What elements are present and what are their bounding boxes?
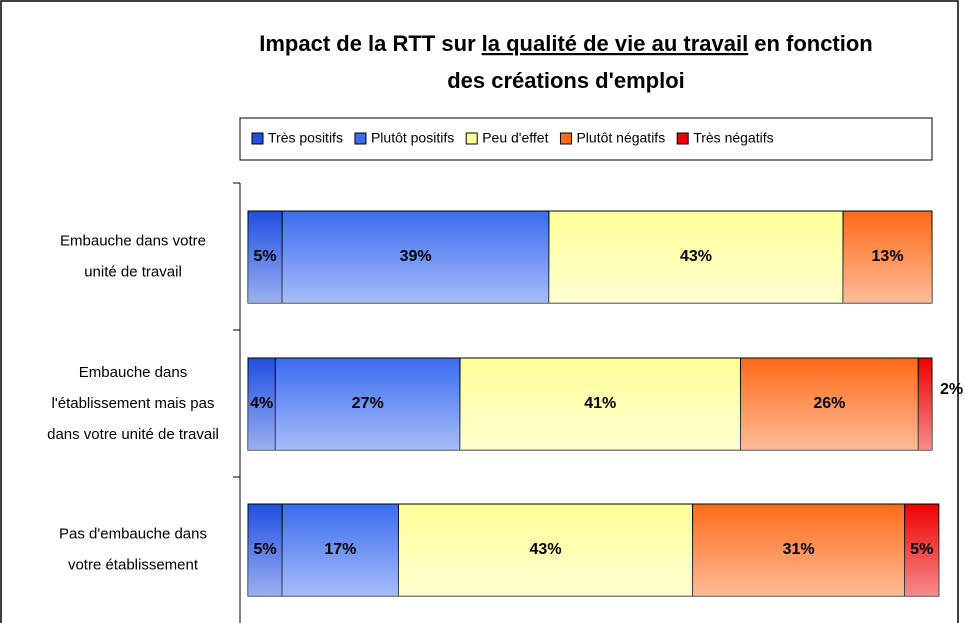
- value-label: 41%: [584, 395, 616, 412]
- legend-label: Peu d'effet: [482, 130, 548, 146]
- category-label: Embauche dans l'établissement mais pas dan…: [47, 364, 219, 443]
- legend-swatch: [251, 132, 264, 145]
- legend-swatch: [559, 132, 572, 145]
- bar-shade: [282, 211, 549, 303]
- category-label: Embauche dans votre unité de travail: [60, 232, 206, 280]
- bar-shade: [460, 358, 741, 450]
- value-label: 13%: [872, 248, 904, 265]
- bar-shade: [548, 211, 844, 303]
- legend-label: Plutôt positifs: [371, 130, 454, 146]
- bar-shade: [282, 504, 399, 596]
- title-part: Impact de la RTT sur: [259, 31, 476, 56]
- category-label: Pas d'embauche dans votre établissement: [59, 525, 207, 573]
- category-line: unité de travail: [84, 263, 182, 280]
- legend-swatch: [676, 132, 689, 145]
- chart-title: Impact de la RTT sur la qualité de vie au…: [259, 31, 873, 56]
- legend-swatch: [465, 132, 478, 145]
- value-label: 5%: [254, 248, 277, 265]
- bar-shade: [275, 358, 461, 450]
- bar-shade: [904, 504, 939, 596]
- category-line: dans votre unité de travail: [47, 426, 219, 443]
- value-label: 17%: [324, 541, 356, 558]
- value-label: 4%: [250, 395, 273, 412]
- value-label: 5%: [254, 541, 277, 558]
- title-part: en fonction: [754, 31, 873, 56]
- legend-label: Plutôt négatifs: [576, 130, 665, 146]
- category-line: Embauche dans votre: [60, 232, 206, 249]
- bar-shade: [248, 504, 283, 596]
- bar-shade: [248, 358, 276, 450]
- value-label: 27%: [352, 395, 384, 412]
- category-line: l'établissement mais pas: [52, 395, 215, 412]
- bar-shade: [918, 358, 932, 450]
- value-label: 43%: [680, 248, 712, 265]
- value-label: 5%: [910, 541, 933, 558]
- category-line: Pas d'embauche dans: [59, 525, 207, 542]
- value-label: 2%: [940, 381, 963, 398]
- category-line: Embauche dans: [79, 364, 187, 381]
- bar-shade: [692, 504, 905, 596]
- title-part: la qualité de vie au travail: [482, 31, 749, 56]
- bar-shade: [843, 211, 932, 303]
- bar-shade: [248, 211, 283, 303]
- value-label: 43%: [530, 541, 562, 558]
- value-label: 26%: [813, 395, 845, 412]
- chart-title: des créations d'emploi: [447, 68, 685, 93]
- value-label: 31%: [783, 541, 815, 558]
- legend-label: Très négatifs: [693, 130, 773, 146]
- bar-shade: [740, 358, 919, 450]
- legend-label: Très positifs: [268, 130, 343, 146]
- value-label: 39%: [400, 248, 432, 265]
- category-line: votre établissement: [68, 556, 199, 573]
- legend-swatch: [354, 132, 367, 145]
- bar-shade: [398, 504, 693, 596]
